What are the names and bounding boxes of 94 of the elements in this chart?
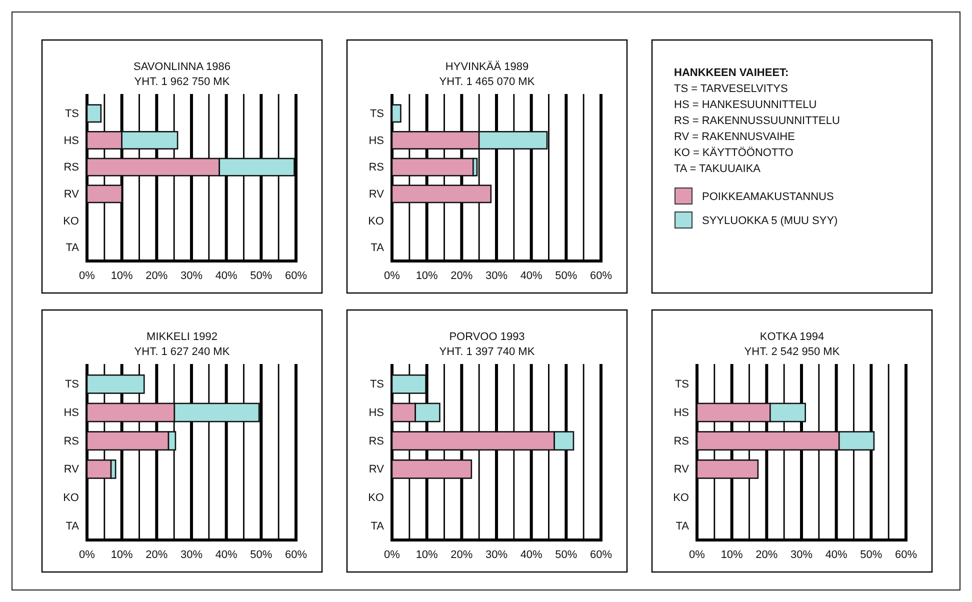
x-tick-label: 10% xyxy=(110,270,134,282)
x-tick-label: 40% xyxy=(215,270,238,282)
x-tick-label: 60% xyxy=(590,270,612,282)
y-tick-label: KO xyxy=(673,492,690,504)
bar xyxy=(391,104,402,123)
x-tick-label: 30% xyxy=(485,270,508,282)
x-tick-label: 40% xyxy=(520,270,543,282)
y-tick-label: HS xyxy=(368,134,384,147)
y-tick-label: RV xyxy=(368,188,385,200)
x-tick-label: 30% xyxy=(180,548,203,561)
legend-label: POIKKEAMAKUSTANNUS xyxy=(702,191,834,203)
chart-title: SAVONLINNA 1986 xyxy=(133,61,231,73)
y-tick-label: RV xyxy=(368,464,385,476)
bar xyxy=(86,104,102,123)
x-tick-label: 60% xyxy=(284,270,308,282)
y-tick-label: TA xyxy=(370,520,385,532)
y-tick-label: TS xyxy=(370,378,384,391)
y-tick-label: RV xyxy=(674,464,690,476)
bar xyxy=(391,158,474,176)
y-tick-label: TA xyxy=(66,520,80,532)
x-tick-label: 60% xyxy=(894,548,918,561)
text: TS = TARVESELVITYS xyxy=(674,83,788,95)
chart-title: PORVOO 1993 xyxy=(449,331,525,343)
y-tick-label: RS xyxy=(64,435,79,448)
bar xyxy=(391,459,472,479)
y-tick-label: TA xyxy=(676,520,690,532)
text: KO = KÄYTTÖÖNOTTO xyxy=(674,146,794,159)
x-tick-label: 0% xyxy=(689,548,706,561)
y-tick-label: KO xyxy=(63,492,80,504)
x-tick-label: 10% xyxy=(416,270,438,282)
y-tick-label: RV xyxy=(64,188,80,200)
y-tick-label: KO xyxy=(63,215,80,228)
x-tick-label: 50% xyxy=(555,270,578,282)
x-tick-label: 50% xyxy=(250,270,272,282)
chart-subtitle: YHT. 1 465 070 MK xyxy=(439,76,536,88)
chart-title: KOTKA 1994 xyxy=(760,331,824,343)
legend-label: SYYLUOKKA 5 (MUU SYY) xyxy=(702,215,838,227)
x-tick-label: 0% xyxy=(384,270,400,282)
x-tick-label: 30% xyxy=(790,548,813,561)
text: HANKKEEN VAIHEET: xyxy=(674,67,789,79)
chart-subtitle: YHT. 1 627 240 MK xyxy=(134,346,230,358)
x-tick-label: 50% xyxy=(250,548,272,561)
x-tick-label: 0% xyxy=(384,548,400,561)
bar xyxy=(391,184,492,204)
y-tick-label: KO xyxy=(368,492,384,504)
bar xyxy=(86,184,122,204)
x-tick-label: 0% xyxy=(79,270,96,282)
y-tick-label: TS xyxy=(64,378,79,391)
y-tick-label: TS xyxy=(64,108,79,120)
x-tick-label: 20% xyxy=(146,270,168,282)
bar xyxy=(391,374,426,394)
x-tick-label: 30% xyxy=(485,548,508,561)
chart-subtitle: YHT. 1 397 740 MK xyxy=(439,346,536,358)
bar xyxy=(86,459,112,479)
x-tick-label: 0% xyxy=(79,548,96,561)
y-tick-label: RS xyxy=(368,435,384,448)
x-tick-label: 10% xyxy=(720,548,744,561)
x-tick-label: 20% xyxy=(756,548,778,561)
x-tick-label: 20% xyxy=(146,548,168,561)
y-tick-label: HS xyxy=(674,407,689,420)
text: RS = RAKENNUSSUUNNITTELU xyxy=(674,115,840,127)
x-tick-label: 60% xyxy=(590,548,612,561)
y-tick-label: TS xyxy=(674,378,689,391)
y-tick-label: TA xyxy=(370,242,385,254)
text: HS = HANKESUUNNITTELU xyxy=(674,99,817,111)
x-tick-label: 40% xyxy=(520,548,543,561)
text: RV = RAKENNUSVAIHE xyxy=(674,131,795,143)
x-tick-label: 50% xyxy=(555,548,578,561)
x-tick-label: 40% xyxy=(825,548,848,561)
text: TA = TAKUUAIKA xyxy=(674,163,762,175)
bar xyxy=(86,374,145,394)
y-tick-label: HS xyxy=(368,407,384,420)
y-tick-label: HS xyxy=(64,134,79,147)
y-tick-label: HS xyxy=(64,407,79,420)
x-tick-label: 10% xyxy=(416,548,438,561)
y-tick-label: TS xyxy=(370,108,384,120)
y-tick-label: KO xyxy=(368,215,384,228)
y-tick-label: RS xyxy=(674,435,689,448)
bar xyxy=(696,459,759,479)
x-tick-label: 20% xyxy=(450,548,473,561)
x-tick-label: 10% xyxy=(110,548,134,561)
y-tick-label: RS xyxy=(368,162,384,174)
x-tick-label: 30% xyxy=(180,270,203,282)
x-tick-label: 60% xyxy=(284,548,308,561)
chart-subtitle: YHT. 1 962 750 MK xyxy=(134,76,230,88)
x-tick-label: 40% xyxy=(215,548,238,561)
y-tick-label: RV xyxy=(64,464,80,476)
y-tick-label: RS xyxy=(64,162,79,174)
y-tick-label: TA xyxy=(66,242,80,254)
chart-title: MIKKELI 1992 xyxy=(146,331,218,343)
x-tick-label: 50% xyxy=(860,548,882,561)
chart-title: HYVINKÄÄ 1989 xyxy=(445,60,529,73)
chart-subtitle: YHT. 2 542 950 MK xyxy=(744,346,840,358)
x-tick-label: 20% xyxy=(450,270,473,282)
